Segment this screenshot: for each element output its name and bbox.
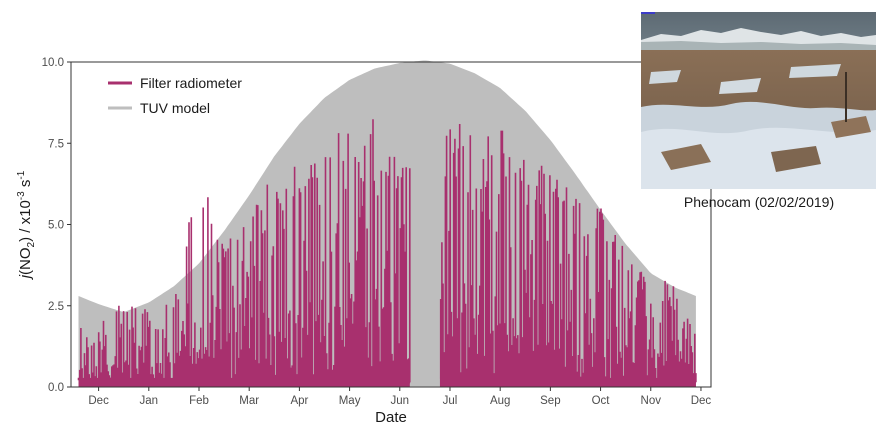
y-title-j: j [17, 274, 34, 280]
y-tick-label: 2.5 [48, 301, 64, 313]
x-tick-label: Aug [490, 395, 510, 407]
x-tick-label: May [339, 395, 361, 407]
y-tick-label: 10.0 [42, 57, 64, 69]
x-tick-label: Oct [592, 395, 611, 407]
filter-radiometer-baseline-1 [78, 377, 410, 387]
y-title-unit: s [17, 180, 34, 192]
y-title-sub: 2 [26, 241, 37, 247]
phenocam-photo-icon [641, 12, 876, 189]
x-tick-label: Jun [391, 395, 410, 407]
x-tick-label: Sep [540, 395, 560, 407]
x-tick-label: Jan [140, 395, 159, 407]
x-tick-label: Dec [691, 395, 712, 407]
legend-label-1: TUV model [140, 100, 210, 116]
y-title-no: (NO [17, 247, 34, 275]
filter-radiometer-baseline-2 [439, 377, 696, 387]
y-title-supunit: -1 [16, 170, 27, 179]
x-tick-label: Dec [88, 395, 109, 407]
y-tick-label: 0.0 [48, 382, 64, 394]
phenocam-caption: Phenocam (02/02/2019) [683, 194, 835, 210]
y-title-sup: -3 [16, 191, 27, 200]
y-tick-label: 5.0 [48, 220, 64, 232]
x-tick-label: Nov [641, 395, 662, 407]
x-axis-title: Date [375, 409, 407, 424]
y-tick-label: 7.5 [48, 138, 64, 150]
x-tick-label: Apr [290, 395, 308, 407]
phenocam-image [641, 12, 876, 189]
y-axis-title: j(NO2) / x10-3 s-1 [16, 170, 37, 280]
x-tick-label: Mar [239, 395, 259, 407]
legend-label-0: Filter radiometer [140, 75, 242, 91]
filter-radiometer-series [77, 119, 697, 387]
x-tick-label: Jul [443, 395, 458, 407]
y-title-x10: ) / x10 [17, 200, 34, 242]
x-tick-label: Feb [189, 395, 209, 407]
legend: Filter radiometer TUV model [108, 75, 242, 116]
